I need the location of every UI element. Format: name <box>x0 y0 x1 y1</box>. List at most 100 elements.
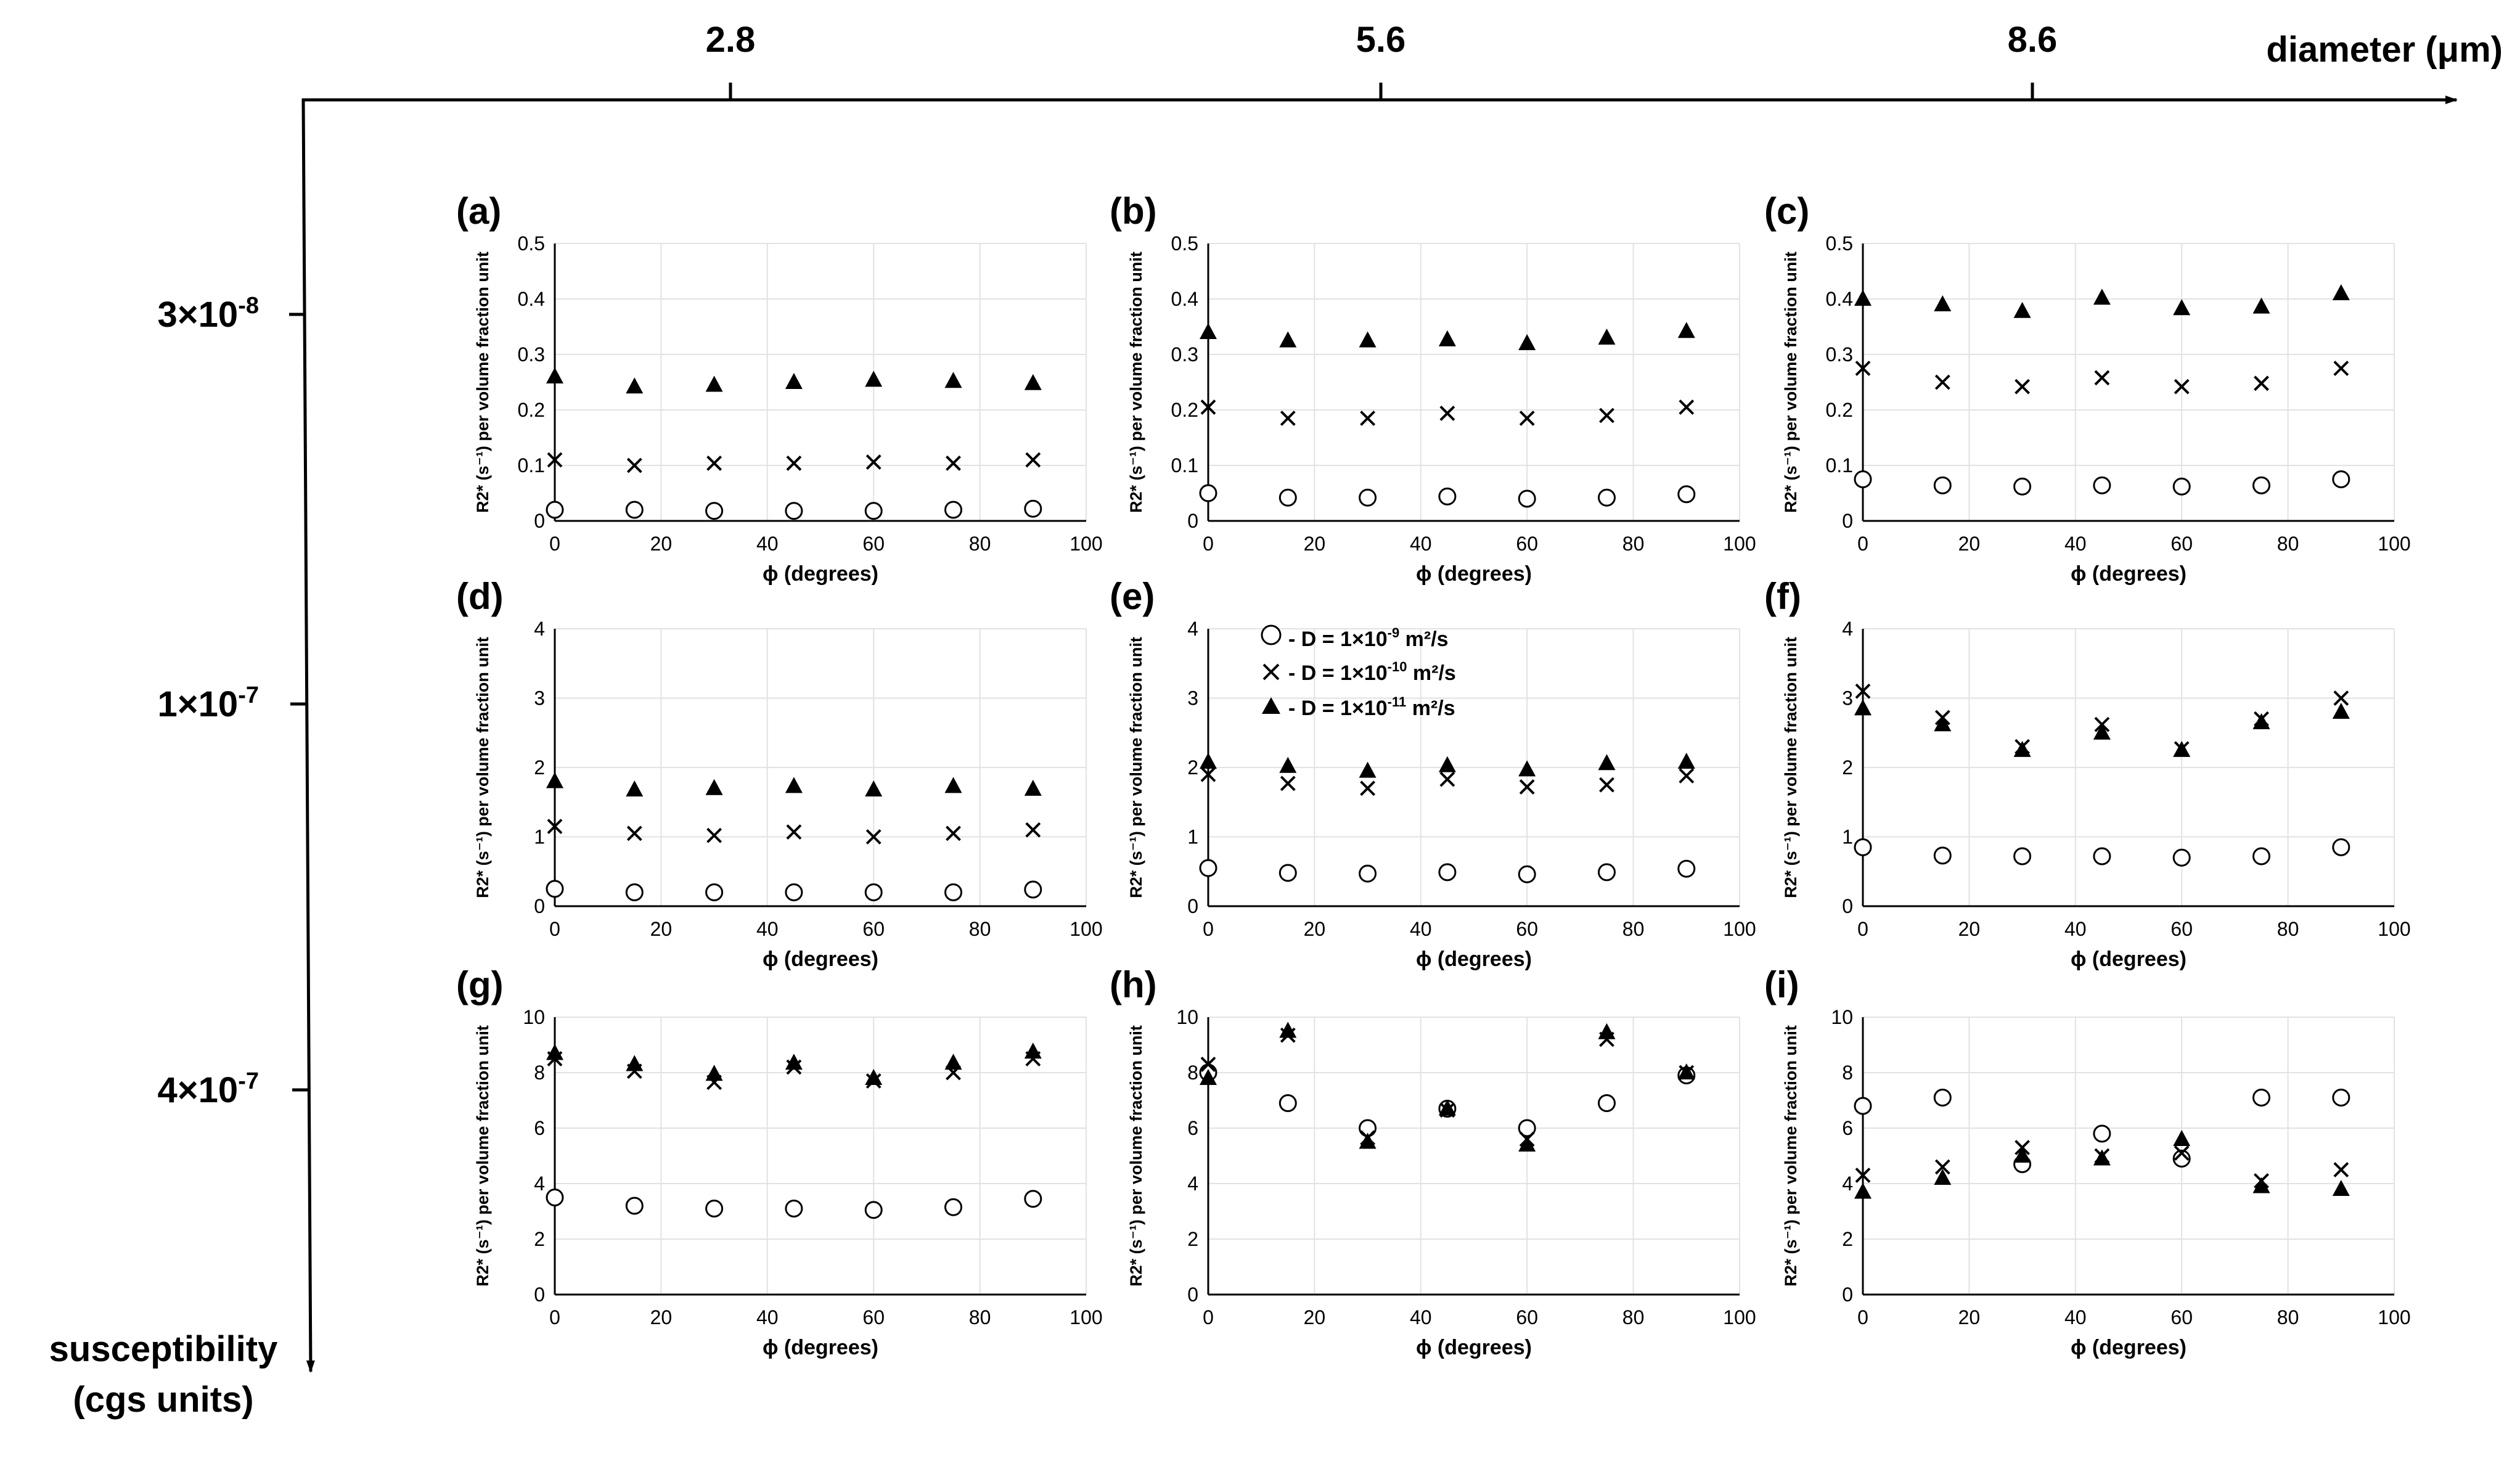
data-point-cross <box>2333 361 2349 376</box>
y-tick-label: 4 <box>1187 618 1198 640</box>
y-tick-label: 0.5 <box>1171 232 1198 255</box>
data-point-cross <box>2333 1162 2349 1177</box>
data-point-triangle <box>1359 761 1377 778</box>
data-point-circle <box>2252 1089 2270 1107</box>
data-point-circle <box>785 1200 803 1218</box>
scatter-panel: 0 20 40 60 80 100 0 2 4 6 8 10 ϕ (degrees) R2* (s⁻¹) … <box>1110 964 1756 1359</box>
y-tick-label: 0 <box>1187 1283 1198 1306</box>
susceptibility-tick-label: 1×10-7 <box>158 682 259 724</box>
y-tick-label: 1 <box>1187 826 1198 848</box>
data-point-cross <box>1200 766 1216 782</box>
data-point-triangle <box>2173 299 2191 316</box>
data-point-cross <box>2015 379 2031 395</box>
data-point-circle <box>1598 1094 1616 1112</box>
data-point-circle <box>1933 846 1952 865</box>
legend-entry: - D = 1×10-11 m²/s <box>1262 694 1455 720</box>
data-point-circle <box>1359 488 1377 507</box>
data-point-triangle <box>2173 740 2191 757</box>
data-point-triangle <box>865 780 883 796</box>
data-point-circle <box>2252 847 2270 866</box>
data-point-cross <box>706 455 722 471</box>
data-point-triangle <box>1598 329 1616 345</box>
legend: - D = 1×10-9 m²/s - D = 1×10-10 m²/s - D… <box>1261 624 1456 720</box>
y-tick-label: 2 <box>1842 756 1853 779</box>
y-axis-title: R2* (s⁻¹) per volume fraction unit <box>1127 1025 1145 1287</box>
x-tick-label: 20 <box>1304 533 1326 555</box>
x-tick-label: 80 <box>969 533 991 555</box>
data-point-triangle <box>705 1065 723 1081</box>
data-point-cross <box>1280 411 1296 426</box>
data-point-circle <box>2332 1089 2350 1107</box>
data-point-triangle <box>1934 715 1952 732</box>
data-point-triangle <box>1200 753 1217 769</box>
y-tick-label: 4 <box>1842 618 1853 640</box>
data-point-triangle <box>1598 1023 1616 1039</box>
data-point-triangle <box>2093 723 2111 740</box>
x-tick-label: 80 <box>1622 918 1645 940</box>
data-point-circle <box>705 502 724 520</box>
data-point-triangle <box>1934 1169 1952 1185</box>
y-tick-label: 0.1 <box>518 454 545 477</box>
y-tick-label: 0.1 <box>1826 454 1853 477</box>
x-tick-label: 20 <box>650 1306 673 1328</box>
data-point-circle <box>864 883 883 901</box>
data-point-circle <box>2252 476 2270 494</box>
data-point-circle <box>1854 1097 1872 1115</box>
data-point-cross <box>2094 370 2110 386</box>
data-point-triangle <box>1200 323 1217 339</box>
y-tick-label: 6 <box>1187 1117 1198 1139</box>
data-point-circle <box>1854 838 1872 856</box>
y-tick-label: 2 <box>534 1228 545 1250</box>
y-tick-label: 4 <box>1187 1172 1198 1195</box>
data-point-triangle <box>1677 322 1695 338</box>
data-point-circle <box>1933 1089 1952 1107</box>
panel-label: (e) <box>1110 576 1155 617</box>
x-tick-label: 60 <box>1516 918 1538 940</box>
data-point-circle <box>2172 477 2191 496</box>
x-axis-title: ϕ (degrees) <box>2071 1336 2187 1359</box>
data-point-cross <box>2333 690 2349 706</box>
x-tick-label: 0 <box>1203 533 1214 555</box>
data-point-circle <box>1359 864 1377 883</box>
data-point-cross <box>1599 777 1614 793</box>
data-point-circle <box>625 1197 644 1215</box>
y-tick-label: 10 <box>523 1006 545 1028</box>
x-tick-label: 80 <box>969 918 991 940</box>
data-point-triangle <box>865 1069 883 1085</box>
data-point-cross <box>1025 822 1041 838</box>
x-tick-label: 0 <box>549 918 560 940</box>
x-tick-label: 0 <box>1857 533 1868 555</box>
data-point-triangle <box>1024 374 1042 390</box>
x-tick-label: 100 <box>1723 533 1756 555</box>
y-tick-label: 2 <box>1842 1228 1853 1250</box>
x-tick-label: 100 <box>2378 918 2410 940</box>
x-axis-title: ϕ (degrees) <box>763 562 878 586</box>
data-point-triangle <box>1598 754 1616 771</box>
data-point-circle <box>1598 488 1616 507</box>
data-point-triangle <box>1279 331 1297 348</box>
data-point-circle <box>944 501 962 519</box>
data-point-circle <box>1438 863 1457 882</box>
susceptibility-tick-label: 3×10-8 <box>158 293 259 335</box>
data-point-cross <box>1439 771 1455 787</box>
data-point-cross <box>1280 776 1296 792</box>
data-point-cross <box>1439 405 1455 421</box>
data-point-triangle <box>1677 753 1695 769</box>
data-point-circle <box>1024 1190 1042 1208</box>
x-tick-label: 0 <box>1857 1306 1868 1328</box>
data-point-circle <box>944 883 962 901</box>
scatter-panel: 0 20 40 60 80 100 0 2 4 6 8 10 ϕ (degrees) R2* (s⁻¹) … <box>1764 964 2411 1359</box>
data-point-circle <box>705 883 724 901</box>
data-point-circle <box>1518 865 1536 883</box>
data-point-triangle <box>785 373 803 389</box>
x-tick-label: 100 <box>1723 918 1756 940</box>
y-tick-label: 6 <box>1842 1117 1853 1139</box>
x-tick-label: 60 <box>862 533 885 555</box>
y-tick-label: 0.4 <box>518 288 545 310</box>
data-point-triangle <box>1438 330 1456 346</box>
legend-entry: - D = 1×10-10 m²/s <box>1262 659 1456 685</box>
data-point-cross <box>946 455 961 471</box>
x-tick-label: 60 <box>2170 533 2193 555</box>
data-point-circle <box>864 502 883 520</box>
legend-label: - D = 1×10-9 m²/s <box>1288 625 1449 651</box>
